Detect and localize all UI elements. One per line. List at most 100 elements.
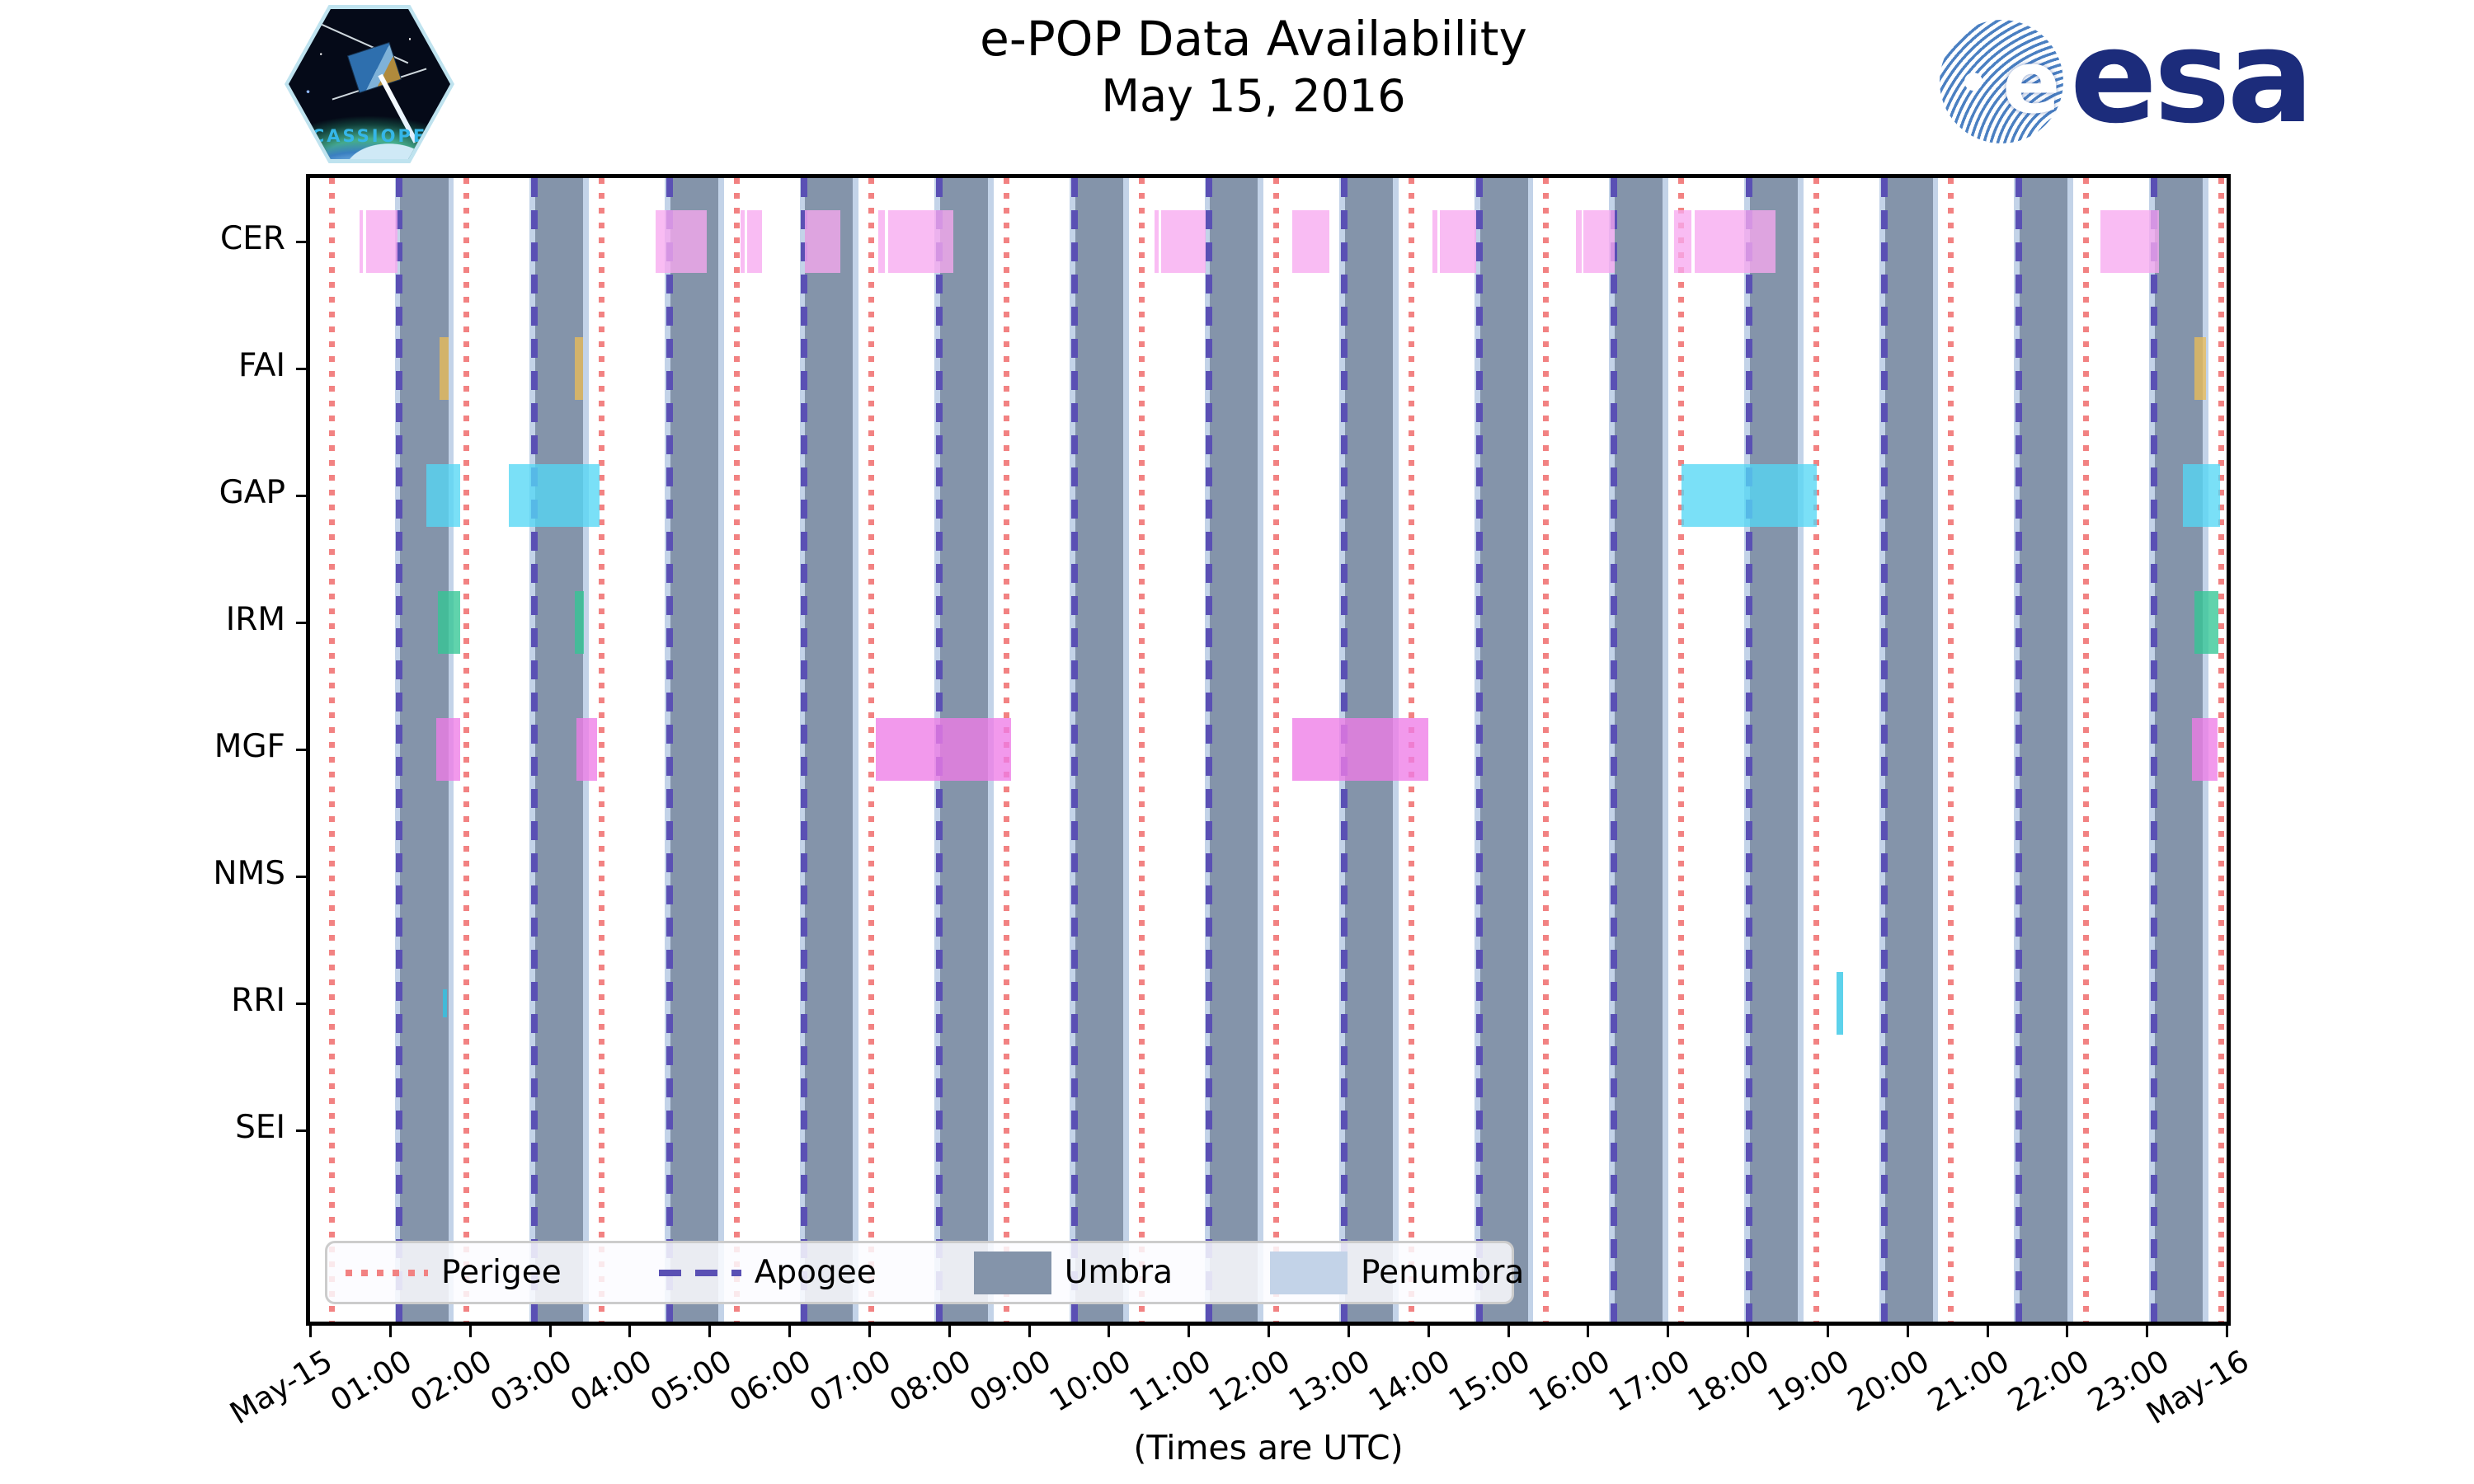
x-tick	[1028, 1322, 1031, 1337]
data-bar-mgf	[1292, 718, 1428, 781]
y-tick	[296, 495, 310, 497]
x-tick	[1906, 1322, 1909, 1337]
data-bar-gap	[426, 464, 461, 527]
x-axis-title: (Times are UTC)	[1133, 1428, 1404, 1468]
umbra-band	[1210, 178, 1258, 1322]
x-axis-tick-label: 05:00	[643, 1343, 738, 1419]
x-axis-tick-label: 08:00	[883, 1343, 977, 1419]
data-bar-cer	[360, 210, 363, 273]
penumbra-band	[1527, 178, 1534, 1322]
cassiope-mission-patch-icon: CASSIOPE	[285, 5, 454, 163]
data-bar-cer	[365, 210, 397, 273]
legend-item-perigee: Perigee	[346, 1254, 562, 1291]
x-tick	[2226, 1322, 2228, 1337]
x-axis-tick-label: 17:00	[1602, 1343, 1696, 1419]
satellite-icon	[348, 43, 401, 92]
umbra-band	[1884, 178, 1933, 1322]
data-bar-mgf	[875, 718, 1012, 781]
y-tick	[296, 749, 310, 751]
x-tick	[1986, 1322, 1989, 1337]
y-axis-label-gap: GAP	[219, 474, 285, 511]
data-bar-cer	[1575, 210, 1582, 273]
apogee-line	[666, 178, 673, 1322]
plot-frame	[306, 174, 2231, 1326]
penumbra-band	[717, 178, 724, 1322]
penumbra-band	[853, 178, 859, 1322]
data-bar-mgf	[576, 718, 597, 781]
data-bar-cer	[805, 210, 840, 273]
legend-label-perigee: Perigee	[441, 1254, 562, 1291]
perigee-line	[598, 178, 604, 1322]
umbra-band	[1075, 178, 1123, 1322]
x-tick	[1747, 1322, 1749, 1337]
apogee-line	[2150, 178, 2157, 1322]
legend-item-umbra: Umbra	[973, 1251, 1173, 1294]
data-bar-fai	[2194, 337, 2206, 400]
y-tick	[296, 368, 310, 370]
data-bar-irm	[437, 591, 461, 654]
x-tick	[948, 1322, 951, 1337]
data-bar-cer	[1292, 210, 1329, 273]
perigee-line	[1948, 178, 1954, 1322]
y-axis-label-fai: FAI	[238, 347, 285, 384]
data-bar-mgf	[2192, 718, 2218, 781]
x-tick	[1587, 1322, 1590, 1337]
x-axis-tick-label: 14:00	[1362, 1343, 1456, 1419]
umbra-band	[1615, 178, 1663, 1322]
x-tick	[1507, 1322, 1510, 1337]
x-axis-tick-label: 01:00	[324, 1343, 418, 1419]
apogee-line	[531, 178, 539, 1322]
plot-area	[310, 178, 2227, 1322]
data-bar-cer	[656, 210, 708, 273]
x-axis-tick-label: 18:00	[1681, 1343, 1776, 1419]
legend-label-apogee: Apogee	[754, 1254, 877, 1291]
x-tick	[309, 1322, 312, 1337]
x-axis-tick-label: 12:00	[1202, 1343, 1297, 1419]
data-bar-gap	[509, 464, 600, 527]
penumbra-band	[2067, 178, 2074, 1322]
x-axis-tick-label: 07:00	[803, 1343, 897, 1419]
x-axis-tick-label: 15:00	[1442, 1343, 1536, 1419]
x-axis-tick-label: 21:00	[1921, 1343, 2015, 1419]
x-tick	[2066, 1322, 2069, 1337]
x-tick	[628, 1322, 632, 1337]
data-bar-cer	[1155, 210, 1159, 273]
data-bar-cer	[878, 210, 886, 273]
y-tick	[296, 876, 310, 878]
data-bar-gap	[1681, 464, 1818, 527]
penumbra-band	[1258, 178, 1264, 1322]
x-tick	[1347, 1322, 1350, 1337]
y-axis-label-mgf: MGF	[214, 728, 285, 765]
x-tick	[1188, 1322, 1191, 1337]
data-bar-gap	[2182, 464, 2221, 527]
perigee-line	[2218, 178, 2224, 1322]
data-bar-fai	[575, 337, 584, 400]
x-axis-tick-label: May-15	[223, 1343, 339, 1432]
patch-artwork: CASSIOPE	[289, 9, 450, 159]
data-bar-irm	[575, 591, 585, 654]
apogee-line	[1611, 178, 1618, 1322]
y-axis-label-cer: CER	[220, 220, 285, 257]
x-axis-tick-label: 06:00	[723, 1343, 818, 1419]
y-tick	[296, 1003, 310, 1005]
umbra-band	[1479, 178, 1528, 1322]
x-tick	[1427, 1322, 1430, 1337]
x-axis-tick-label: 20:00	[1841, 1343, 1935, 1419]
legend-perigee-swatch	[346, 1269, 428, 1276]
data-bar-cer	[746, 210, 763, 273]
perigee-line	[463, 178, 470, 1322]
y-axis-label-rri: RRI	[231, 982, 285, 1019]
penumbra-band	[1932, 178, 1939, 1322]
x-tick	[1667, 1322, 1670, 1337]
x-tick	[1268, 1322, 1270, 1337]
x-axis-tick-label: 04:00	[563, 1343, 658, 1419]
y-tick	[296, 1129, 310, 1132]
x-tick	[2146, 1322, 2149, 1337]
x-axis-tick-label: 10:00	[1042, 1343, 1137, 1419]
x-tick	[868, 1322, 871, 1337]
y-tick	[296, 241, 310, 243]
data-bar-cer	[888, 210, 954, 273]
penumbra-band	[1798, 178, 1804, 1322]
perigee-line	[1138, 178, 1145, 1322]
